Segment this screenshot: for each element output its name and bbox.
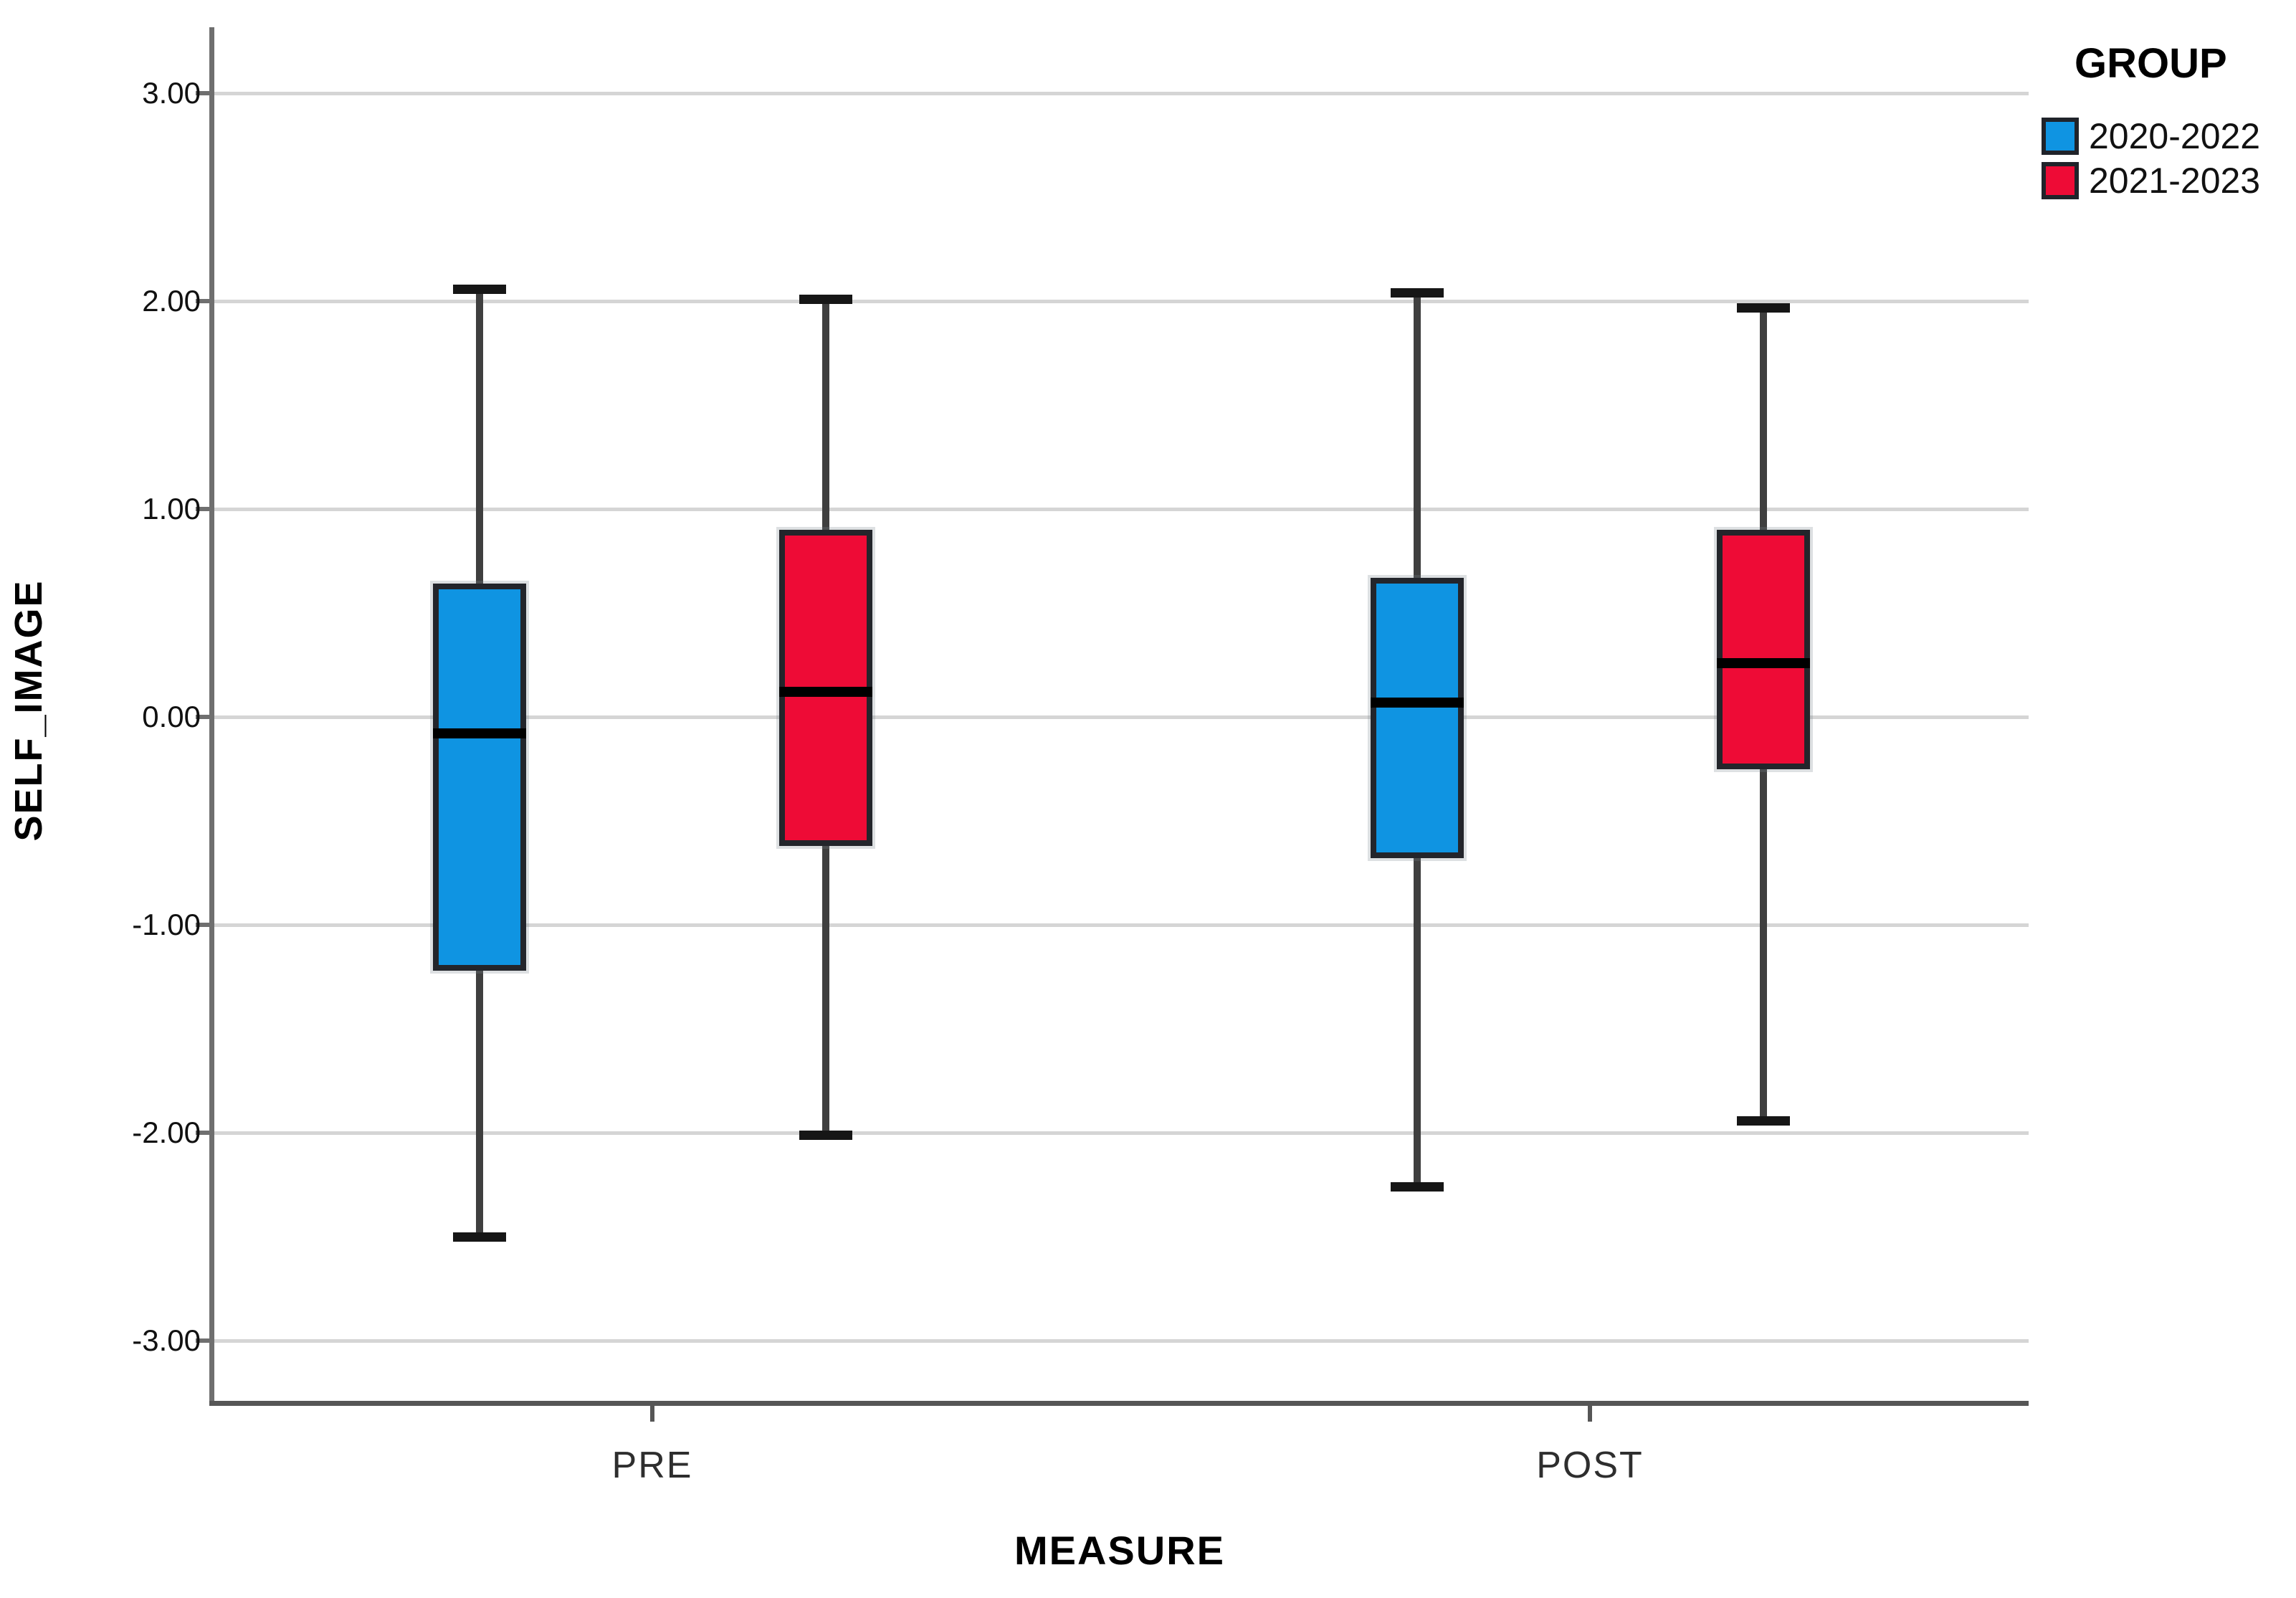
gridline-y-0.00 [211, 715, 2029, 719]
y-tick-mark--3.00 [196, 1338, 211, 1343]
legend-label: 2021-2023 [2089, 161, 2261, 201]
legend-title: GROUP [2075, 40, 2227, 87]
iqr-box [433, 584, 526, 971]
whisker-cap-min [1737, 1116, 1790, 1126]
gridline-y--3.00 [211, 1339, 2029, 1343]
whisker-cap-min [453, 1232, 506, 1242]
iqr-box [1371, 577, 1464, 859]
x-category-label-post: POST [1536, 1445, 1644, 1486]
y-tick-mark-2.00 [196, 299, 211, 303]
x-axis-line [209, 1401, 2029, 1406]
median-line [1371, 697, 1464, 708]
y-tick-label: -2.00 [132, 1116, 201, 1149]
y-tick-label: -3.00 [132, 1323, 201, 1357]
y-axis-title: SELF_IMAGE [7, 579, 50, 842]
whisker-cap-min [799, 1130, 852, 1140]
legend-label: 2020-2022 [2089, 116, 2261, 156]
y-tick-label: -1.00 [132, 908, 201, 941]
legend-items: 2020-2022 2021-2023 [2042, 118, 2292, 199]
legend-swatch-2021-2023 [2042, 162, 2079, 199]
whisker-cap-max [1737, 303, 1790, 313]
y-tick-mark-1.00 [196, 507, 211, 511]
y-tick-mark--2.00 [196, 1131, 211, 1135]
x-tick-mark-pre [650, 1406, 654, 1422]
median-line [1717, 657, 1810, 668]
gridline-y-1.00 [211, 508, 2029, 511]
x-category-label-pre: PRE [611, 1445, 693, 1486]
legend-swatch-2020-2022 [2042, 118, 2079, 155]
legend: GROUP 2020-2022 2021-2023 [2042, 43, 2292, 206]
x-axis-title: MEASURE [1014, 1528, 1226, 1573]
y-tick-mark--1.00 [196, 923, 211, 927]
y-tick-label: 1.00 [142, 492, 201, 525]
y-tick-mark-3.00 [196, 91, 211, 95]
iqr-box [1717, 530, 1810, 769]
gridline-y--1.00 [211, 923, 2029, 927]
whisker-cap-max [453, 284, 506, 294]
y-axis-line [209, 27, 214, 1404]
x-tick-mark-post [1588, 1406, 1592, 1422]
median-line [779, 687, 872, 698]
y-tick-mark-0.00 [196, 715, 211, 719]
whisker-cap-max [1391, 288, 1444, 298]
whisker-cap-max [799, 295, 852, 305]
legend-item-2020-2022: 2020-2022 [2042, 118, 2292, 155]
median-line [433, 728, 526, 739]
gridline-y-2.00 [211, 300, 2029, 303]
y-tick-label: 3.00 [142, 76, 201, 110]
whisker-cap-min [1391, 1182, 1444, 1192]
y-tick-label: 0.00 [142, 700, 201, 733]
gridline-y--2.00 [211, 1131, 2029, 1135]
legend-item-2021-2023: 2021-2023 [2042, 162, 2292, 199]
gridline-y-3.00 [211, 92, 2029, 95]
y-tick-label: 2.00 [142, 284, 201, 318]
